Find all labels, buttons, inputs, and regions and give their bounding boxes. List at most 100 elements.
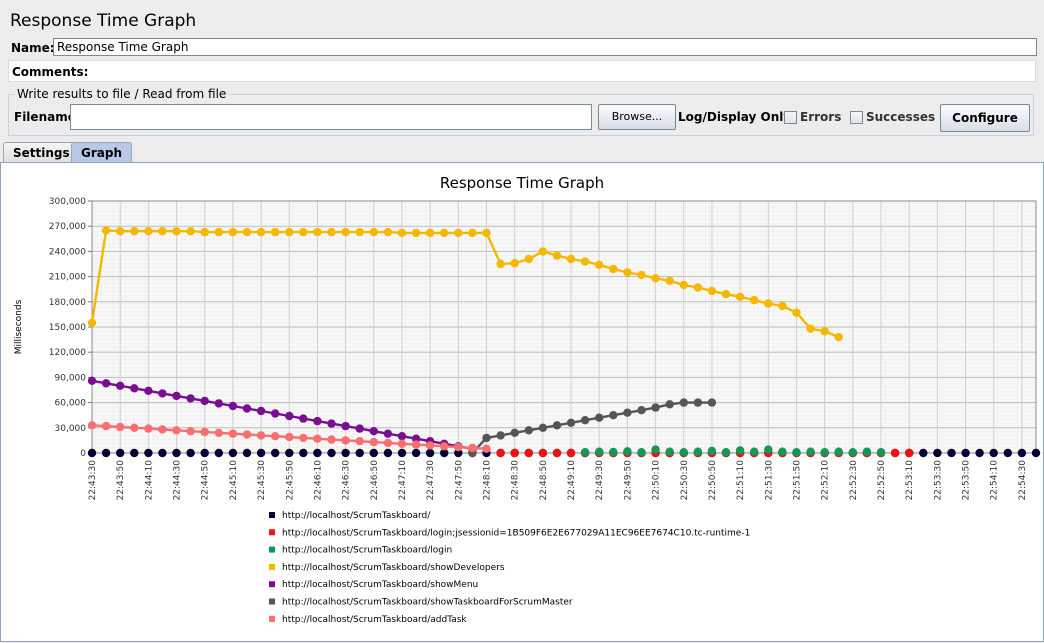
data-point <box>285 227 294 237</box>
data-point <box>327 419 336 428</box>
data-point <box>890 448 900 458</box>
data-point <box>482 444 491 453</box>
data-point <box>707 446 717 456</box>
data-point <box>130 448 139 458</box>
name-field[interactable]: Response Time Graph <box>53 38 1037 56</box>
y-tick-label: 210,000 <box>49 273 86 283</box>
data-point <box>87 376 97 385</box>
data-point <box>933 448 942 458</box>
data-point <box>721 290 731 299</box>
data-point <box>792 308 801 317</box>
data-point <box>425 228 435 238</box>
x-tick-label: 22:51:30 <box>764 460 774 501</box>
y-tick-label: 90,000 <box>55 373 87 383</box>
data-point <box>454 442 463 452</box>
data-point <box>595 413 604 422</box>
legend-swatch <box>269 563 275 570</box>
series-2 <box>580 445 886 457</box>
comments-row[interactable]: Comments: <box>8 60 1036 82</box>
x-tick-label: 22:44:50 <box>201 460 211 501</box>
data-point <box>566 418 576 427</box>
data-point <box>806 447 815 456</box>
file-group <box>8 94 1034 136</box>
x-tick-label: 22:49:30 <box>595 460 605 501</box>
data-point <box>313 448 322 458</box>
data-point <box>693 447 703 456</box>
data-point <box>158 425 167 434</box>
data-point <box>989 448 998 458</box>
x-tick-label: 22:51:50 <box>792 460 802 501</box>
legend-label: http://localhost/ScrumTaskboard/addTask <box>282 615 467 625</box>
data-point <box>1003 448 1012 458</box>
data-point <box>792 448 801 457</box>
data-point <box>961 448 970 458</box>
data-point <box>256 448 266 458</box>
legend-label: http://localhost/ScrumTaskboard/showTask… <box>282 598 573 608</box>
y-axis-label: Milliseconds <box>14 299 24 354</box>
configure-button[interactable]: Configure <box>940 104 1030 132</box>
data-point <box>214 448 223 458</box>
x-tick-label: 22:48:10 <box>483 460 493 501</box>
data-point <box>271 227 280 237</box>
data-point <box>397 228 407 238</box>
data-point <box>271 432 280 441</box>
successes-label[interactable]: Successes <box>866 110 936 124</box>
legend-label: http://localhost/ScrumTaskboard/ <box>282 511 431 521</box>
data-point <box>242 227 252 237</box>
x-tick-label: 22:53:10 <box>905 460 915 501</box>
data-point <box>327 448 336 458</box>
log-display-label: Log/Display Only: <box>678 110 796 124</box>
data-point <box>327 227 336 237</box>
errors-checkbox[interactable] <box>784 111 797 124</box>
data-point <box>623 268 632 277</box>
data-point <box>214 428 223 437</box>
data-point <box>975 448 984 458</box>
data-point <box>679 448 688 457</box>
data-point <box>355 448 364 458</box>
legend-swatch <box>269 546 275 553</box>
data-point <box>116 381 125 390</box>
tab-graph[interactable]: Graph <box>71 142 132 163</box>
data-point <box>820 327 829 336</box>
data-point <box>299 433 308 443</box>
tab-settings[interactable]: Settings <box>3 142 80 163</box>
response-time-chart: Response Time Graph 0 30,000 60,000 90,000 1… <box>14 174 1041 625</box>
data-point <box>905 448 914 458</box>
data-point <box>580 257 590 266</box>
data-point <box>750 295 759 305</box>
data-point <box>341 421 350 431</box>
data-point <box>411 434 421 443</box>
data-point <box>623 447 632 456</box>
data-point <box>214 399 223 408</box>
successes-checkbox[interactable] <box>850 111 863 124</box>
data-point <box>144 448 153 458</box>
data-point <box>538 423 548 432</box>
x-tick-label: 22:47:10 <box>398 460 408 501</box>
x-tick-label: 22:54:30 <box>1018 460 1028 501</box>
errors-label[interactable]: Errors <box>800 110 842 124</box>
data-point <box>538 247 548 256</box>
data-point <box>172 391 181 401</box>
y-tick-label: 120,000 <box>49 348 86 358</box>
data-point <box>425 441 435 450</box>
data-point <box>186 448 195 458</box>
data-point <box>510 259 519 268</box>
filename-field[interactable] <box>70 104 592 130</box>
data-point <box>369 427 378 436</box>
name-label: Name: <box>11 41 55 55</box>
data-point <box>186 427 195 436</box>
data-point <box>369 437 378 447</box>
data-point <box>679 280 688 290</box>
data-point <box>665 400 674 409</box>
x-tick-label: 22:43:50 <box>116 460 126 501</box>
data-point <box>87 421 97 430</box>
legend-label: http://localhost/ScrumTaskboard/login;js… <box>282 528 750 538</box>
data-point <box>116 448 125 458</box>
x-tick-label: 22:52:30 <box>849 460 859 501</box>
data-point <box>538 448 548 458</box>
y-tick-label: 300,000 <box>49 197 86 207</box>
legend-swatch <box>269 529 275 536</box>
browse-button[interactable]: Browse... <box>598 104 676 130</box>
data-point <box>200 396 209 406</box>
data-point <box>651 274 660 283</box>
